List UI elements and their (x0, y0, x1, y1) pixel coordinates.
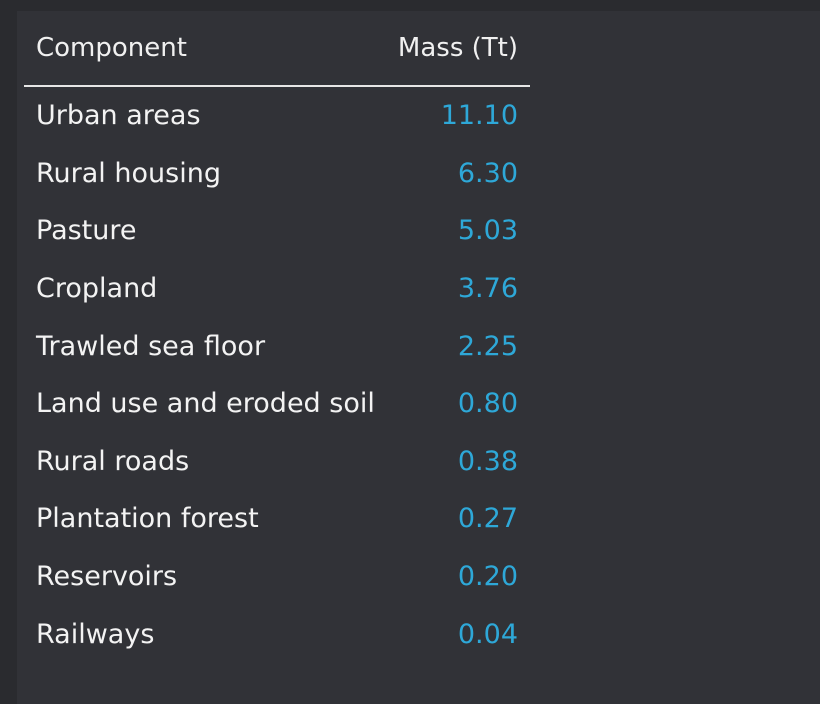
row-component: Pasture (36, 215, 137, 247)
row-component: Urban areas (36, 100, 201, 132)
row-mass: 0.80 (457, 388, 518, 420)
header-component: Component (36, 33, 187, 63)
mass-table: Component Mass (Tt) Urban areas 11.10 Ru… (24, 11, 530, 663)
row-component: Cropland (36, 273, 158, 305)
row-component: Trawled sea floor (36, 330, 266, 362)
row-component: Rural roads (36, 445, 190, 477)
table-row: Trawled sea floor 2.25 (24, 317, 530, 375)
row-mass: 0.20 (457, 561, 518, 593)
row-component: Reservoirs (36, 561, 178, 593)
table-row: Reservoirs 0.20 (24, 548, 530, 606)
header-mass: Mass (Tt) (397, 33, 518, 63)
row-component: Plantation forest (36, 503, 259, 535)
row-mass: 6.30 (457, 157, 518, 189)
row-component: Land use and eroded soil (36, 388, 375, 420)
table-row: Urban areas 11.10 (24, 87, 530, 145)
row-mass: 0.27 (457, 503, 518, 535)
row-mass: 3.76 (457, 273, 518, 305)
table-header: Component Mass (Tt) (24, 11, 530, 87)
table-panel: Component Mass (Tt) Urban areas 11.10 Ru… (17, 11, 820, 704)
table-row: Rural roads 0.38 (24, 433, 530, 491)
row-component: Rural housing (36, 157, 221, 189)
row-mass: 5.03 (457, 215, 518, 247)
table-row: Pasture 5.03 (24, 202, 530, 260)
table-row: Cropland 3.76 (24, 260, 530, 318)
table-row: Land use and eroded soil 0.80 (24, 375, 530, 433)
table-row: Rural housing 6.30 (24, 145, 530, 203)
row-mass: 2.25 (457, 330, 518, 362)
table-body: Urban areas 11.10 Rural housing 6.30 Pas… (24, 87, 530, 663)
table-row: Plantation forest 0.27 (24, 490, 530, 548)
row-mass: 0.04 (457, 618, 518, 650)
table-row: Railways 0.04 (24, 605, 530, 663)
row-component: Railways (36, 618, 155, 650)
row-mass: 11.10 (440, 100, 518, 132)
row-mass: 0.38 (457, 445, 518, 477)
